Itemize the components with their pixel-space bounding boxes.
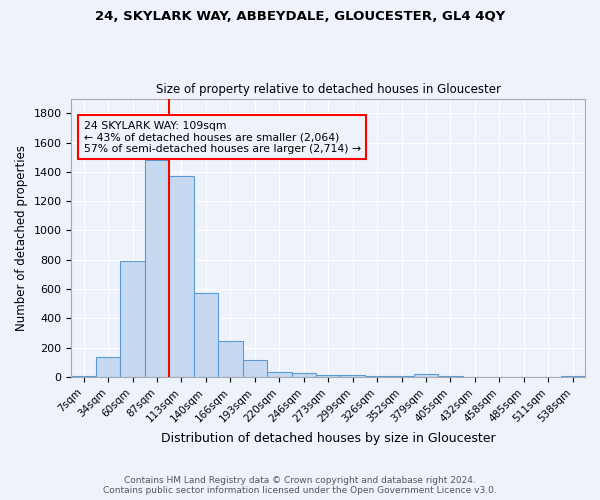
Bar [71, 376, 96, 377]
Bar [340, 375, 365, 377]
Text: 24, SKYLARK WAY, ABBEYDALE, GLOUCESTER, GL4 4QY: 24, SKYLARK WAY, ABBEYDALE, GLOUCESTER, … [95, 10, 505, 23]
Bar [414, 374, 438, 377]
Text: Contains HM Land Registry data © Crown copyright and database right 2024.
Contai: Contains HM Land Registry data © Crown c… [103, 476, 497, 495]
Bar [169, 176, 194, 377]
Bar [194, 293, 218, 377]
X-axis label: Distribution of detached houses by size in Gloucester: Distribution of detached houses by size … [161, 432, 496, 445]
Bar [438, 376, 463, 377]
Bar [267, 372, 292, 377]
Bar [145, 160, 169, 377]
Title: Size of property relative to detached houses in Gloucester: Size of property relative to detached ho… [156, 83, 501, 96]
Bar [316, 375, 340, 377]
Y-axis label: Number of detached properties: Number of detached properties [15, 145, 28, 331]
Bar [218, 341, 242, 377]
Bar [292, 374, 316, 377]
Bar [121, 262, 145, 377]
Text: 24 SKYLARK WAY: 109sqm
← 43% of detached houses are smaller (2,064)
57% of semi-: 24 SKYLARK WAY: 109sqm ← 43% of detached… [83, 120, 361, 154]
Bar [96, 358, 121, 377]
Bar [389, 376, 414, 377]
Bar [242, 360, 267, 377]
Bar [365, 376, 389, 377]
Bar [560, 376, 585, 377]
